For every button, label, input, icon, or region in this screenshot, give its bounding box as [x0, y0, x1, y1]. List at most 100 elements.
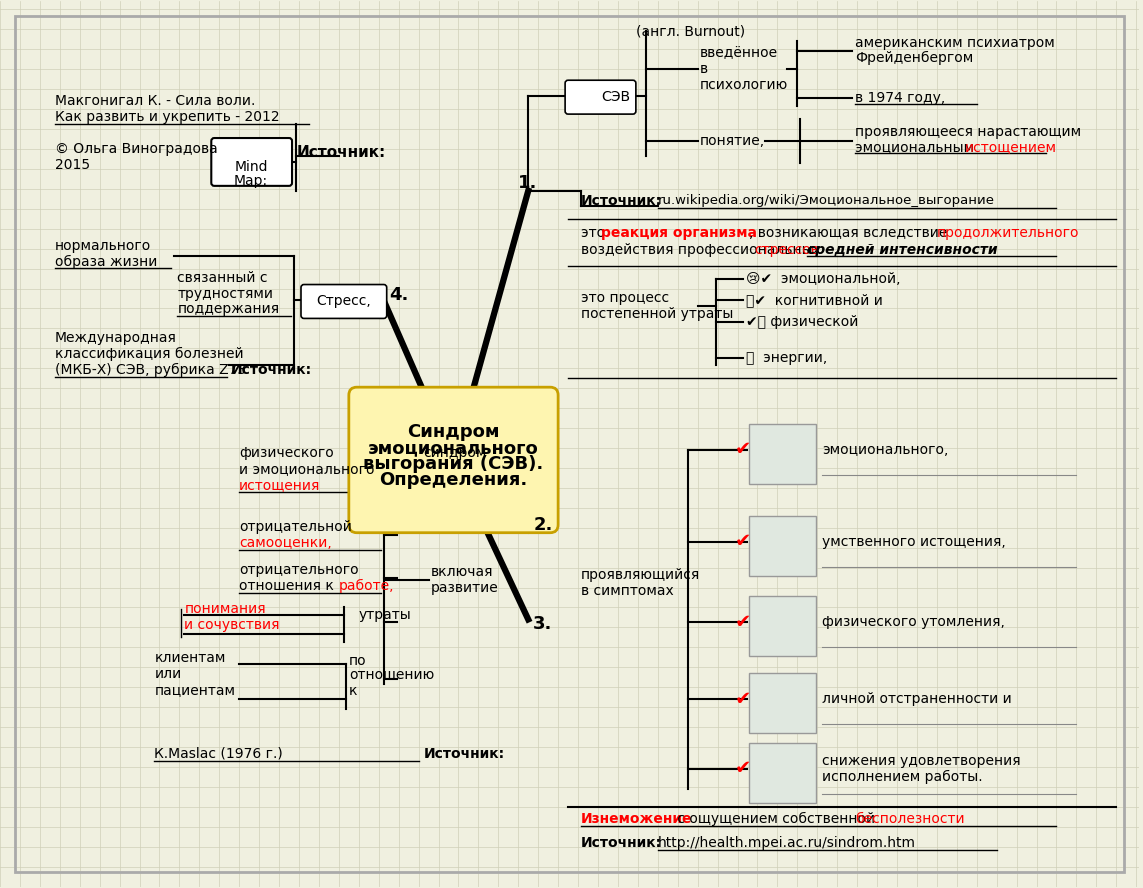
Text: пациентам: пациентам	[154, 683, 235, 697]
Text: продолжительного: продолжительного	[937, 226, 1079, 240]
Text: К.Maslac (1976 г.): К.Maslac (1976 г.)	[154, 747, 283, 761]
Text: самооценки,: самооценки,	[239, 535, 331, 550]
Text: истощением: истощением	[965, 140, 1057, 154]
Text: ✔: ✔	[735, 759, 751, 779]
Text: образа жизни: образа жизни	[55, 255, 158, 269]
Text: Map:: Map:	[234, 174, 269, 188]
Text: © Ольга Виноградова: © Ольга Виноградова	[55, 142, 217, 156]
FancyBboxPatch shape	[211, 138, 291, 186]
Text: отрицательного: отрицательного	[239, 563, 359, 576]
Text: 💡  энергии,: 💡 энергии,	[745, 352, 826, 365]
Text: отношения к: отношения к	[239, 578, 338, 592]
Text: ru.wikipedia.org/wiki/Эмоциональное_выгорание: ru.wikipedia.org/wiki/Эмоциональное_выго…	[657, 194, 994, 207]
Text: стрессов: стрессов	[754, 242, 820, 257]
Text: (англ. Burnout): (англ. Burnout)	[636, 24, 745, 38]
Text: по: по	[349, 654, 367, 669]
Text: ✔: ✔	[735, 690, 751, 709]
Text: Mind: Mind	[234, 160, 267, 174]
Text: Стресс,: Стресс,	[317, 295, 371, 308]
Text: связанный с: связанный с	[177, 271, 267, 284]
FancyBboxPatch shape	[301, 284, 386, 319]
Text: ✔: ✔	[735, 532, 751, 551]
Text: классификация болезней: классификация болезней	[55, 347, 243, 361]
Text: отрицательной: отрицательной	[239, 519, 352, 534]
FancyBboxPatch shape	[565, 80, 636, 114]
Text: нормального: нормального	[55, 239, 151, 253]
Text: истощения: истощения	[239, 478, 320, 492]
Text: трудностями: трудностями	[177, 287, 273, 300]
Text: Изнеможение: Изнеможение	[581, 812, 693, 826]
Text: понимания: понимания	[184, 602, 266, 616]
Text: постепенной утраты: постепенной утраты	[581, 307, 734, 321]
Text: 🔗✔  когнитивной и: 🔗✔ когнитивной и	[745, 293, 882, 307]
Text: в: в	[700, 62, 708, 76]
Text: Источник:: Источник:	[297, 146, 386, 161]
Text: реакция организма: реакция организма	[601, 226, 757, 240]
Text: психологию: психологию	[700, 78, 788, 92]
Text: синдром: синдром	[424, 446, 487, 460]
Text: 4.: 4.	[389, 287, 408, 305]
Text: это: это	[581, 226, 609, 240]
Text: поддержания: поддержания	[177, 303, 280, 316]
FancyBboxPatch shape	[750, 516, 816, 575]
Text: работе,: работе,	[338, 578, 394, 592]
Text: Фрейденбергом: Фрейденбергом	[855, 52, 974, 66]
Text: физического утомления,: физического утомления,	[822, 615, 1005, 630]
Text: 2015: 2015	[55, 158, 90, 172]
Text: Международная: Международная	[55, 331, 177, 345]
FancyBboxPatch shape	[349, 387, 558, 533]
Text: 2.: 2.	[534, 516, 552, 534]
FancyBboxPatch shape	[750, 673, 816, 733]
Text: проявляющийся: проявляющийся	[581, 567, 701, 582]
Text: умственного истощения,: умственного истощения,	[822, 535, 1006, 549]
Text: выгорания (СЭВ).: выгорания (СЭВ).	[363, 455, 544, 473]
Text: Источник:: Источник:	[231, 363, 312, 377]
Text: Определения.: Определения.	[379, 471, 528, 489]
Text: Макгонигал К. - Сила воли.: Макгонигал К. - Сила воли.	[55, 94, 255, 108]
Text: 😢✔  эмоциональной,: 😢✔ эмоциональной,	[745, 272, 900, 286]
Text: физического: физического	[239, 446, 334, 460]
FancyBboxPatch shape	[750, 597, 816, 656]
Text: Как развить и укрепить - 2012: Как развить и укрепить - 2012	[55, 110, 279, 124]
Text: с ощущением собственной: с ощущением собственной	[673, 812, 879, 826]
Text: развитие: развитие	[431, 581, 498, 595]
Text: снижения удовлетворения
исполнением работы.: снижения удовлетворения исполнением рабо…	[822, 754, 1021, 784]
Text: американским психиатром: американским психиатром	[855, 36, 1055, 51]
Text: в симптомах: в симптомах	[581, 583, 674, 598]
Text: эмоциональным: эмоциональным	[855, 140, 978, 154]
Text: http://health.mpei.ac.ru/sindrom.htm: http://health.mpei.ac.ru/sindrom.htm	[657, 836, 916, 850]
Text: СЭВ: СЭВ	[601, 91, 630, 104]
Text: 1.: 1.	[518, 174, 537, 192]
Text: утраты: утраты	[359, 608, 411, 622]
Text: эмоционального,: эмоционального,	[822, 443, 949, 457]
Text: ✔💧 физической: ✔💧 физической	[745, 315, 858, 329]
Text: и эмоционального: и эмоционального	[239, 462, 375, 476]
Text: или: или	[154, 667, 182, 681]
Text: (МКБ-Х) СЭВ, рубрика Z73: (МКБ-Х) СЭВ, рубрика Z73	[55, 363, 246, 377]
Text: 3.: 3.	[534, 615, 552, 633]
Text: эмоционального: эмоционального	[368, 439, 538, 457]
Text: включая: включая	[431, 565, 493, 579]
Text: ✔: ✔	[735, 440, 751, 459]
Text: Источник:: Источник:	[424, 747, 505, 761]
Text: проявляющееся нарастающим: проявляющееся нарастающим	[855, 125, 1081, 139]
Text: бесполезности: бесполезности	[855, 812, 965, 826]
Text: Источник:: Источник:	[581, 836, 662, 850]
Text: введённое: введённое	[700, 46, 777, 60]
FancyBboxPatch shape	[750, 424, 816, 484]
Text: понятие,: понятие,	[700, 134, 765, 148]
Text: средней интенсивности: средней интенсивности	[807, 242, 998, 257]
Text: Источник:: Источник:	[581, 194, 662, 208]
Text: ✔: ✔	[735, 613, 751, 632]
Text: воздействия профессиональных: воздействия профессиональных	[581, 242, 825, 257]
Text: личной отстраненности и: личной отстраненности и	[822, 692, 1012, 706]
FancyBboxPatch shape	[750, 743, 816, 803]
Text: Синдром: Синдром	[407, 423, 499, 441]
Text: клиентам: клиентам	[154, 651, 226, 665]
Text: к: к	[349, 684, 358, 698]
Text: и сочувствия: и сочувствия	[184, 618, 280, 632]
Text: это процесс: это процесс	[581, 291, 669, 305]
Text: отношению: отношению	[349, 669, 434, 682]
Text: в 1974 году,: в 1974 году,	[855, 91, 945, 105]
Text: , возникающая вследствие: , возникающая вследствие	[750, 226, 952, 240]
